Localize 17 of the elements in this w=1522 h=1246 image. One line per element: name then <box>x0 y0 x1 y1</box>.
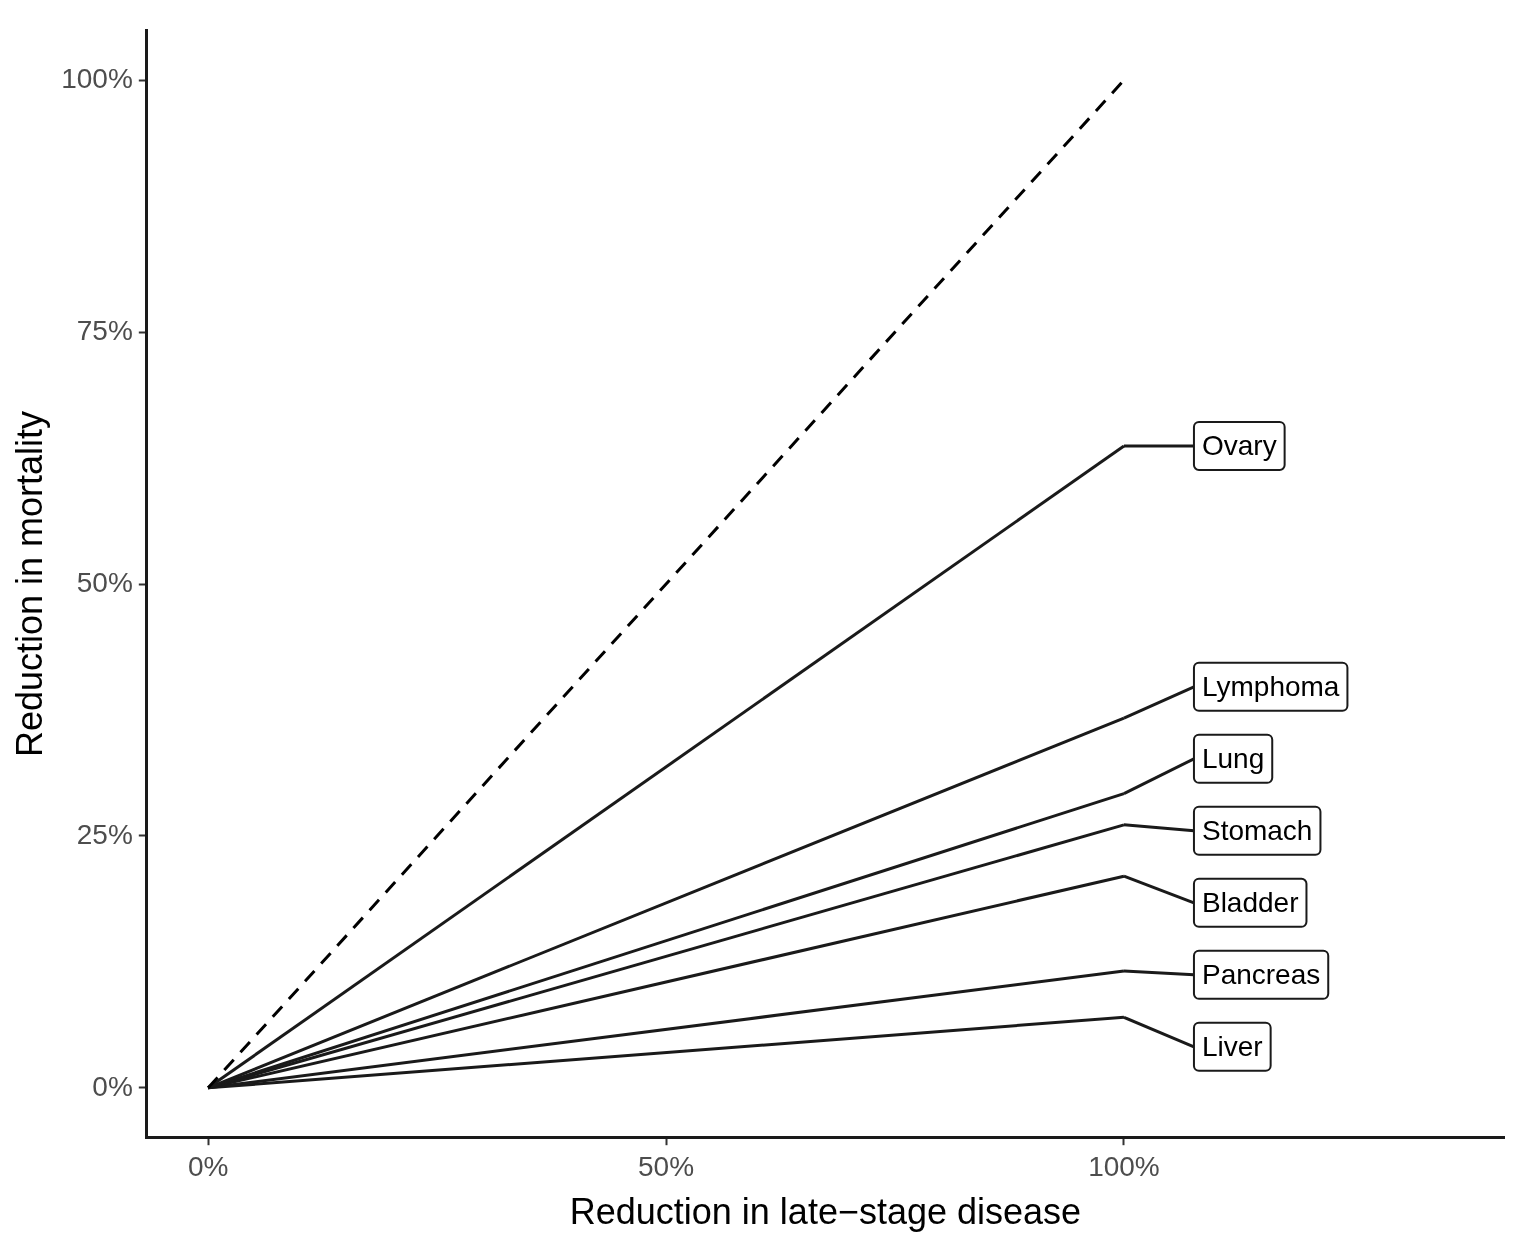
y-tick-label: 100% <box>61 62 133 94</box>
legend-label: Liver <box>1201 1030 1263 1062</box>
x-tick-label: 0% <box>187 1150 229 1182</box>
x-tick-label: 50% <box>638 1150 695 1182</box>
legend-label: Lymphoma <box>1201 670 1340 702</box>
legend-label: Pancreas <box>1201 958 1321 990</box>
y-tick-label: 0% <box>92 1070 133 1102</box>
legend-label: Bladder <box>1201 886 1299 918</box>
x-axis-title: Reduction in late−stage disease <box>569 1191 1082 1233</box>
legend-label: Ovary <box>1201 429 1277 461</box>
legend-label: Lung <box>1201 742 1265 774</box>
legend-label: Stomach <box>1201 814 1313 846</box>
x-tick-label: 100% <box>1088 1150 1160 1182</box>
y-tick-label: 50% <box>76 566 133 598</box>
y-axis-title: Reduction in mortality <box>8 410 50 758</box>
y-tick-label: 75% <box>76 314 133 346</box>
y-tick-label: 25% <box>76 818 133 850</box>
